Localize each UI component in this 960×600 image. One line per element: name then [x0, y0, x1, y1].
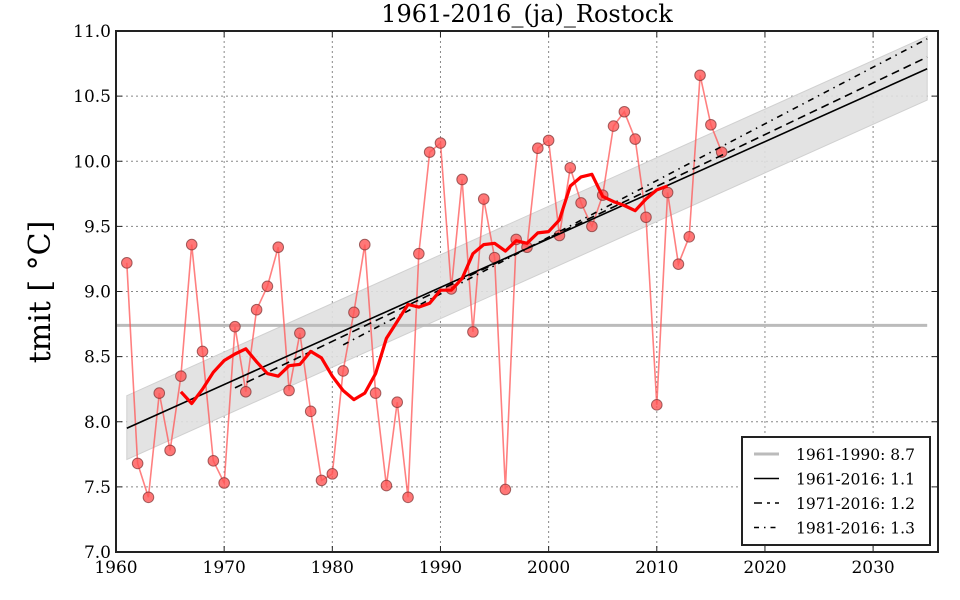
legend-item: 1981-2016: 1.3 — [754, 520, 915, 538]
annual-data-point — [434, 137, 447, 149]
annual-data-point — [467, 326, 479, 338]
x-tick-label: 1970 — [203, 558, 246, 578]
annual-data-point — [272, 241, 285, 254]
annual-data-point — [456, 173, 468, 186]
annual-data-point — [640, 211, 652, 224]
annual-data-point — [564, 161, 577, 174]
legend-item: 1971-2016: 1.2 — [754, 495, 915, 513]
annual-data-point — [142, 491, 155, 504]
annual-data-point — [239, 385, 252, 398]
y-tick-label: 7.0 — [84, 543, 111, 563]
y-tick-label: 10.5 — [73, 87, 111, 107]
legend-label: 1961-2016: 1.1 — [796, 471, 915, 489]
annual-data-point — [175, 370, 187, 382]
trend-line-solid — [126, 68, 928, 429]
annual-data-point — [402, 491, 414, 504]
x-tick-label: 2010 — [635, 558, 678, 578]
smoothed-series-layer — [179, 172, 669, 406]
y-axis-label: tmit [ °C] — [23, 221, 58, 364]
annual-data-point — [650, 399, 663, 411]
trend-lines-layer — [126, 38, 928, 429]
y-tick-label: 9.0 — [84, 283, 111, 303]
y-tick-label: 11.0 — [73, 22, 111, 42]
legend: 1961-1990: 8.7 1961-2016: 1.1 1971-2016: 1… — [741, 436, 931, 546]
annual-data-point — [477, 193, 490, 205]
annual-data-point — [672, 258, 685, 270]
annual-data-point — [348, 306, 360, 319]
trend-line-dashed — [234, 56, 928, 389]
annual-data-point — [532, 142, 544, 155]
annual-data-point — [705, 118, 717, 131]
annual-series-layer — [121, 69, 728, 504]
annual-data-point — [131, 457, 144, 470]
y-tick-label: 8.5 — [84, 348, 111, 368]
annual-data-point — [261, 280, 274, 293]
x-tick-label: 1960 — [94, 558, 137, 578]
annual-data-point — [423, 146, 436, 158]
x-tick-label: 2020 — [743, 558, 786, 578]
annual-data-point — [542, 134, 555, 147]
annual-data-point — [413, 247, 425, 260]
annual-data-point — [618, 105, 631, 118]
annual-data-point — [683, 230, 696, 243]
annual-data-point — [315, 474, 328, 487]
x-tick-label: 2030 — [851, 558, 894, 578]
x-tick-label: 2000 — [527, 558, 570, 578]
y-tick-label: 10.0 — [73, 152, 111, 172]
annual-data-point — [391, 396, 404, 409]
annual-data-point — [326, 468, 339, 480]
annual-data-point — [575, 197, 587, 209]
annual-data-point — [337, 365, 349, 377]
y-tick-label: 7.5 — [84, 478, 111, 498]
annual-data-point — [358, 238, 371, 251]
annual-data-point — [218, 477, 230, 489]
annual-data-point — [250, 303, 263, 316]
legend-label: 1971-2016: 1.2 — [796, 495, 915, 513]
annual-data-point — [283, 384, 295, 397]
annual-data-point — [185, 238, 198, 251]
annual-data-point — [207, 455, 220, 467]
legend-label: 1981-2016: 1.3 — [796, 520, 915, 538]
smoothed-series-line — [179, 172, 669, 406]
legend-item: 1961-2016: 1.1 — [754, 471, 915, 489]
annual-data-point — [294, 327, 306, 339]
y-tick-label: 8.0 — [84, 413, 111, 433]
x-tick-label: 1990 — [419, 558, 462, 578]
trend-line-dashdot — [342, 38, 928, 346]
y-tick-label: 9.5 — [84, 217, 111, 237]
annual-data-point — [196, 345, 209, 358]
annual-data-point — [715, 146, 728, 158]
annual-data-point — [629, 133, 641, 145]
annual-data-point — [694, 69, 706, 82]
annual-data-point — [164, 444, 176, 457]
annual-data-point — [153, 387, 166, 399]
annual-data-point — [607, 120, 620, 132]
annual-data-point — [380, 479, 393, 492]
annual-data-point — [121, 257, 133, 269]
legend-item: 1961-1990: 8.7 — [754, 446, 915, 464]
annual-data-point — [229, 320, 241, 333]
chart-title: 1961-2016_(ja)_Rostock — [381, 0, 673, 28]
legend-label: 1961-1990: 8.7 — [796, 446, 915, 464]
annual-data-point — [304, 405, 317, 418]
annual-data-point — [369, 387, 382, 399]
annual-data-point — [586, 220, 598, 233]
x-tick-label: 1980 — [311, 558, 354, 578]
axis-ticks: 1960 1970 1980 1990 2000 2010 2020 2030 7.0 7.5 8.… — [73, 22, 938, 578]
annual-data-point — [499, 483, 512, 496]
